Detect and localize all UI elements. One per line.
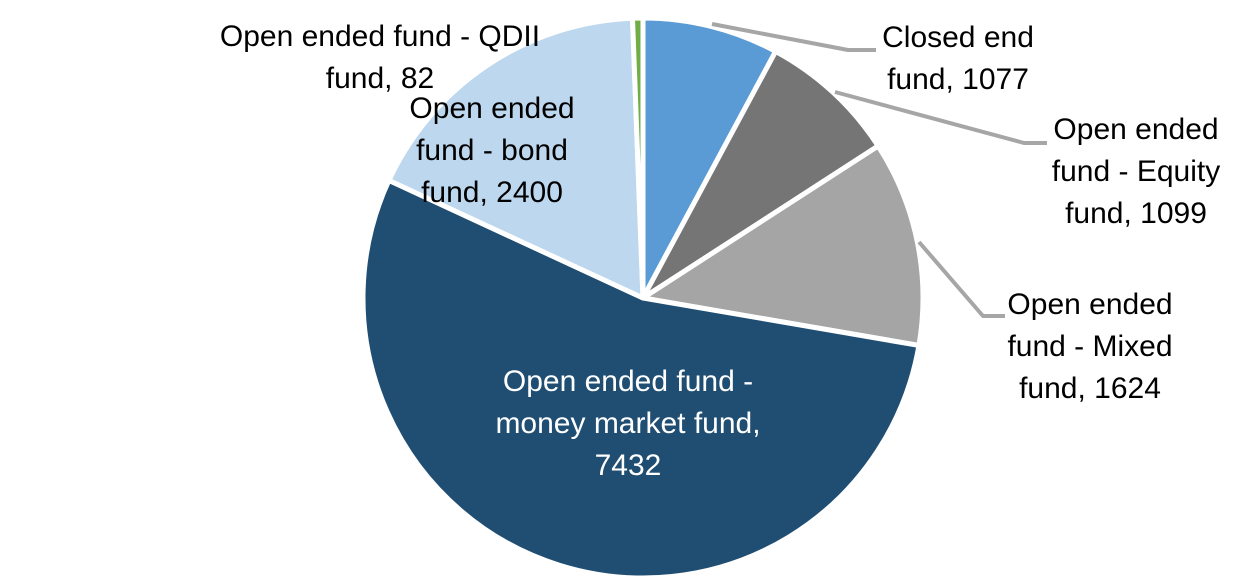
data-label-bond-fund: Open ended fund - bond fund, 2400 bbox=[409, 88, 574, 214]
data-label-line: money market fund, bbox=[495, 407, 761, 440]
pie-slice-closed-end-fund bbox=[640, 15, 779, 301]
data-label-qdii-fund: Open ended fund - QDII fund, 82 bbox=[220, 16, 540, 100]
data-label-line: fund, 1624 bbox=[1019, 372, 1161, 405]
data-label-line: fund, 82 bbox=[325, 62, 435, 95]
data-label-line: fund - bond bbox=[416, 134, 568, 167]
pie-slice-money-market-fund bbox=[360, 177, 922, 581]
data-label-money-market-fund: Open ended fund - money market fund, 743… bbox=[495, 361, 760, 487]
data-label-line: fund, 1077 bbox=[887, 63, 1029, 96]
data-label-closed-end-fund: Closed end fund, 1077 bbox=[882, 17, 1034, 101]
pie-slice-equity-fund bbox=[640, 48, 881, 301]
data-label-line: fund - Equity bbox=[1051, 155, 1221, 188]
leader-line bbox=[711, 22, 876, 52]
leader-line bbox=[917, 240, 1005, 318]
data-label-line: Open ended bbox=[409, 92, 575, 125]
leader-line bbox=[834, 90, 1047, 145]
data-label-equity-fund: Open ended fund - Equity fund, 1099 bbox=[1052, 109, 1220, 235]
pie-slice-bond-fund bbox=[386, 15, 646, 301]
data-label-line: Open ended fund - bbox=[502, 365, 754, 398]
data-label-line: Open ended fund - QDII bbox=[219, 20, 541, 53]
pie-slice-qdii-fund bbox=[629, 15, 646, 301]
data-label-line: Open ended bbox=[1007, 288, 1173, 321]
data-label-line: Open ended bbox=[1053, 113, 1219, 146]
data-label-line: fund, 2400 bbox=[421, 176, 563, 209]
data-label-mixed-fund: Open ended fund - Mixed fund, 1624 bbox=[1007, 284, 1172, 410]
data-label-line: fund - Mixed bbox=[1007, 330, 1173, 363]
data-label-line: 7432 bbox=[594, 449, 662, 482]
data-label-line: fund, 1099 bbox=[1065, 197, 1207, 230]
data-label-line: Closed end bbox=[882, 21, 1034, 54]
pie-slice-mixed-fund bbox=[640, 143, 926, 348]
